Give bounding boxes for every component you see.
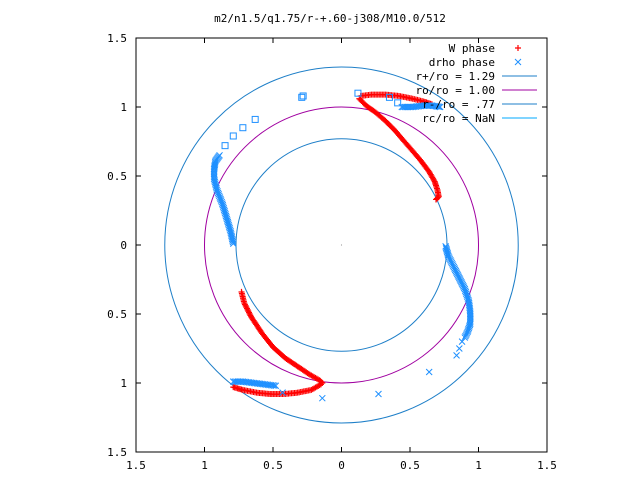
series-2-sparse-point <box>385 93 393 101</box>
axes: 1.5 1 0.5 0 0.5 1 1.51.510.500.511.5 <box>107 32 557 472</box>
series-1-point <box>466 310 474 318</box>
series-0-point <box>241 301 248 308</box>
legend-label: ro/ro = 1.00 <box>416 84 495 97</box>
circle-r_plus <box>164 66 519 424</box>
series-0-point <box>430 177 437 184</box>
series-1-point <box>210 175 218 183</box>
legend-marker-plus <box>515 45 521 51</box>
series-2-sparse-point <box>299 92 307 100</box>
series-1-point <box>210 173 218 181</box>
legend-label: r-/ro = .77 <box>422 98 495 111</box>
legend-label: rc/ro = NaN <box>422 112 495 125</box>
series-1-point <box>435 103 443 111</box>
series-0-point <box>433 195 440 202</box>
legend-label: W phase <box>449 42 495 55</box>
y-tick-label: 0 <box>120 239 127 252</box>
series-2-sparse-point <box>221 142 229 150</box>
series-0-point <box>243 304 250 311</box>
legend-label: r+/ro = 1.29 <box>416 70 495 83</box>
series-1-point <box>210 172 218 179</box>
series-0-point <box>246 309 253 316</box>
y-tick-label: 0.5 <box>107 170 127 183</box>
y-tick-label: 1 <box>120 377 127 390</box>
x-tick-label: 1.5 <box>537 459 557 472</box>
y-tick-label: 1.5 <box>107 32 127 45</box>
y-tick-label: 0.5 <box>107 308 127 321</box>
series-1-point <box>233 378 240 385</box>
series-0-point <box>245 308 252 315</box>
series-0-point <box>244 306 251 313</box>
series-1-sparse-point <box>458 338 466 345</box>
series-0-point <box>246 311 253 317</box>
x-tick-label: 1 <box>201 459 208 472</box>
series-0-point <box>309 386 316 393</box>
series-0-point <box>242 302 249 309</box>
plot-area <box>164 66 519 424</box>
series-2-sparse-point <box>251 115 259 123</box>
series-1-point <box>461 334 469 341</box>
x-tick-label: 0.5 <box>263 459 283 472</box>
center-point <box>340 244 343 246</box>
x-tick-label: 1 <box>475 459 482 472</box>
series-2-sparse-point <box>354 89 362 97</box>
circle-ro <box>204 106 479 384</box>
series-1-sparse-point <box>279 389 286 397</box>
series-1-point <box>436 103 444 111</box>
series-1-point <box>466 313 474 321</box>
series-1-sparse-point <box>455 345 463 352</box>
series-0-point <box>243 305 250 312</box>
series-1-point <box>211 160 219 167</box>
series-1-point <box>272 382 280 390</box>
series-1-point <box>234 378 242 385</box>
y-tick-label: 1.5 <box>107 446 127 459</box>
series-0-point <box>241 299 248 306</box>
series-1-sparse-point <box>453 352 460 359</box>
series-1-sparse-point <box>375 390 382 398</box>
series-1-point <box>231 378 239 385</box>
series-1-point <box>434 103 441 110</box>
series-1-point <box>216 151 223 159</box>
y-tick-label: 1 <box>120 101 127 114</box>
x-tick-label: 0.5 <box>400 459 420 472</box>
x-tick-label: 1.5 <box>126 459 146 472</box>
series-2-sparse-point <box>239 124 247 132</box>
series-1-point <box>466 315 474 323</box>
legend-marker-cross <box>514 58 522 66</box>
series-1-sparse-point <box>425 368 433 376</box>
series-2-sparse-point <box>394 99 402 107</box>
series-2-sparse-point <box>298 93 306 101</box>
series-1-point <box>270 382 278 389</box>
series-1-point <box>229 378 237 385</box>
series-1-point <box>466 309 474 316</box>
x-tick-label: 0 <box>338 459 345 472</box>
series-1-point <box>210 170 218 178</box>
series-1-sparse-point <box>318 394 326 402</box>
series-1-point <box>466 312 474 320</box>
series-2-sparse-point <box>229 132 237 140</box>
series-0-point <box>433 196 440 203</box>
legend-label: drho phase <box>429 56 495 69</box>
chart-title: m2/n1.5/q1.75/r-+.60-j308/M10.0/512 <box>214 12 446 25</box>
series-0-point <box>230 384 237 391</box>
